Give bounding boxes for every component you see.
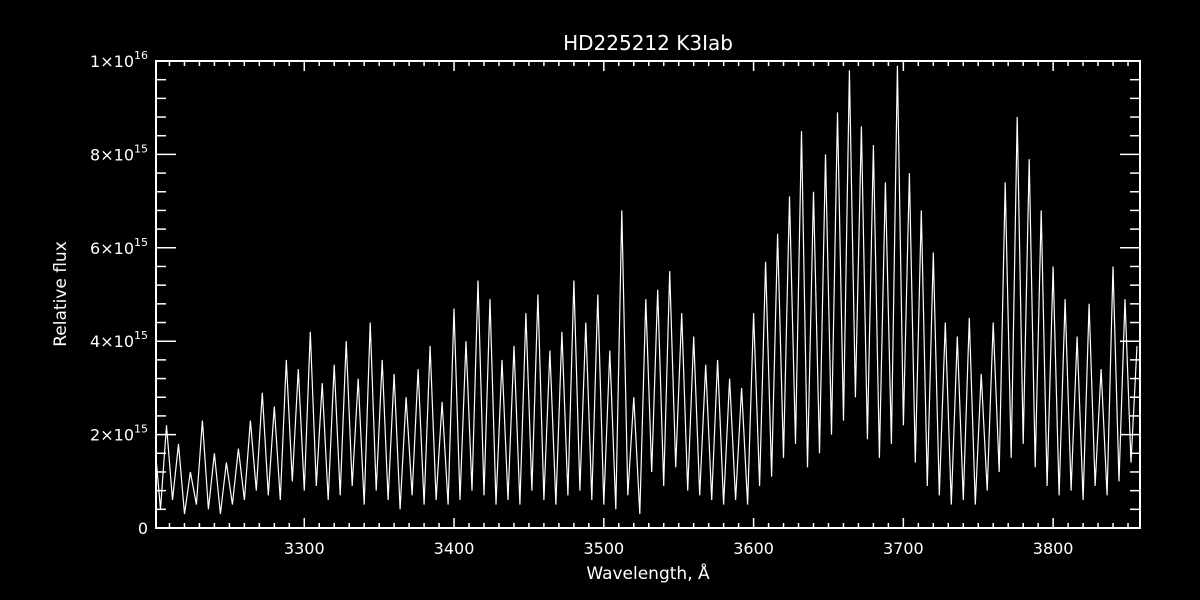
- y-tick-label: 8×1015: [90, 142, 148, 164]
- chart-title: HD225212 K3Iab: [563, 31, 733, 55]
- axes: 3300 3400 3500 3600 3700 3800 0 2×1015 4×1015 6×1…: [90, 49, 1141, 558]
- x-tick-label: 3700: [883, 539, 924, 558]
- x-tick-label: 3600: [733, 539, 774, 558]
- x-tick-label: 3500: [583, 539, 624, 558]
- y-tick-label: 4×1015: [90, 329, 148, 351]
- x-tick-label: 3400: [434, 539, 475, 558]
- y-tick-label: 2×1015: [90, 423, 148, 445]
- y-tick-label: 6×1015: [90, 236, 148, 258]
- x-tick-label: 3800: [1033, 539, 1074, 558]
- axis-frame: [155, 60, 1141, 529]
- x-tick-label: 3300: [284, 539, 325, 558]
- y-tick-label: 1×1016: [90, 49, 148, 71]
- spectrum-line: [155, 65, 1138, 515]
- y-axis-label: Relative flux: [51, 241, 71, 347]
- plot-area: [155, 65, 1138, 515]
- x-axis-label: Wavelength, Å: [586, 562, 710, 584]
- y-tick-label: 0: [138, 519, 148, 538]
